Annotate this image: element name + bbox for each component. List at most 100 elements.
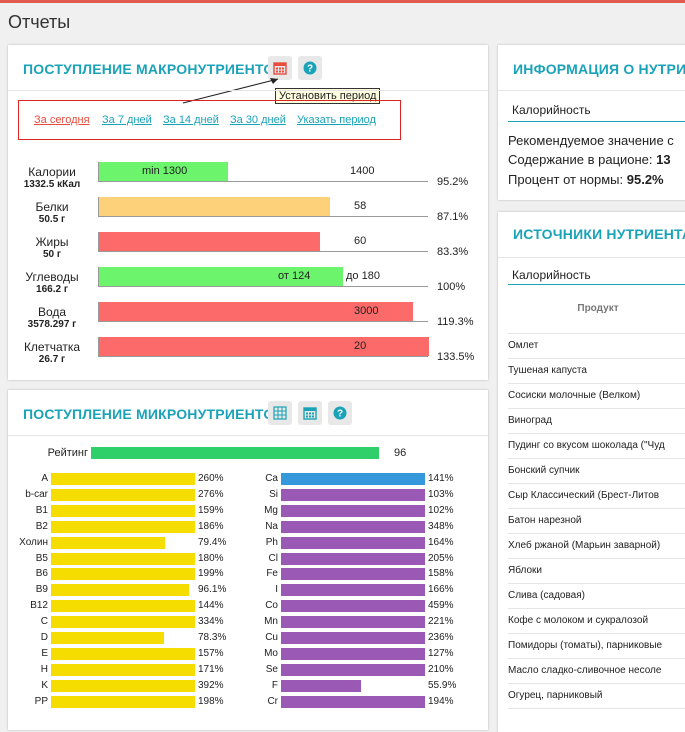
- sources-column-header[interactable]: Продукт: [577, 303, 619, 314]
- macro-axis: [98, 162, 99, 182]
- micro-right-bar: [281, 600, 425, 612]
- info-content: Содержание в рационе: 13: [508, 152, 671, 167]
- source-item-divider: [508, 608, 685, 609]
- macro-name: Калории: [28, 165, 76, 179]
- info-panel-title: ИНФОРМАЦИЯ О НУТРИЕН: [513, 61, 685, 77]
- micro-right-bar: [281, 632, 425, 644]
- macro-track: [98, 216, 428, 217]
- source-item[interactable]: Огурец, парниковый: [508, 690, 603, 701]
- macro-name: Белки: [35, 200, 69, 214]
- macro-axis: [98, 302, 99, 322]
- info-percent-value: 95.2%: [626, 172, 664, 187]
- source-item[interactable]: Хлеб ржаной (Марьин заварной): [508, 540, 661, 551]
- micro-left-pct: 198%: [198, 696, 224, 707]
- micro-left-pct: 171%: [198, 664, 224, 675]
- period-today-link[interactable]: За сегодня: [34, 114, 90, 126]
- micro-left-label: B5: [35, 553, 48, 564]
- help-button[interactable]: ?: [298, 56, 322, 80]
- micro-left-bar: [51, 489, 195, 501]
- micro-right-bar: [281, 489, 425, 501]
- micro-right-label: F: [271, 680, 278, 691]
- source-item[interactable]: Сосиски молочные (Велком): [508, 390, 641, 401]
- micro-left-pct: 79.4%: [198, 537, 227, 548]
- micro-left-bar: [51, 521, 195, 533]
- macro-bar: [99, 232, 320, 251]
- micro-left-label: Холин: [19, 537, 48, 548]
- source-item[interactable]: Батон нарезной: [508, 515, 582, 526]
- macro-bar: [99, 302, 413, 321]
- macro-percent: 119.3%: [437, 316, 474, 328]
- micro-header-divider: [8, 435, 488, 436]
- source-item[interactable]: Виноград: [508, 415, 552, 426]
- help-icon: ?: [303, 61, 317, 75]
- micro-left-pct: 392%: [198, 680, 224, 691]
- macro-value: 166.2 г: [36, 284, 68, 295]
- macro-min-label: min 1300: [142, 165, 188, 177]
- period-7-days-link[interactable]: За 7 дней: [102, 114, 152, 126]
- info-recommended: Рекомендуемое значение с: [508, 133, 674, 148]
- macro-value: 50.5 г: [38, 214, 66, 225]
- source-item[interactable]: Яблоки: [508, 565, 542, 576]
- micro-left-label: B1: [35, 505, 48, 516]
- micro-left-pct: 144%: [198, 600, 224, 611]
- micro-right-pct: 164%: [428, 537, 454, 548]
- macro-track: [98, 356, 428, 357]
- micro-right-pct: 348%: [428, 521, 454, 532]
- calendar-button[interactable]: [268, 56, 292, 80]
- micro-left-label: D: [40, 632, 48, 643]
- micro-left-bar: [51, 632, 164, 644]
- source-item[interactable]: Кофе с молоком и сукралозой: [508, 615, 649, 626]
- micro-right-bar: [281, 553, 425, 565]
- micro-right-bar: [281, 648, 425, 660]
- macro-value: 50 г: [42, 249, 62, 260]
- micro-right-bar: [281, 696, 425, 708]
- info-percent-label: Процент от нормы:: [508, 172, 624, 187]
- micro-right-bar: [281, 680, 361, 692]
- micro-right-label: Mg: [264, 505, 278, 516]
- micro-help-button[interactable]: ?: [328, 401, 352, 425]
- micro-left-bar: [51, 568, 195, 580]
- source-item[interactable]: Масло сладко-сливочное несоле: [508, 665, 662, 676]
- source-item[interactable]: Тушеная капуста: [508, 365, 587, 376]
- macro-percent: 95.2%: [437, 176, 469, 188]
- source-item-divider: [508, 533, 685, 534]
- macro-axis: [98, 267, 99, 287]
- micro-right-pct: 127%: [428, 648, 454, 659]
- micro-right-pct: 103%: [428, 489, 454, 500]
- source-item[interactable]: Бонский супчик: [508, 465, 580, 476]
- micro-right-pct: 210%: [428, 664, 454, 675]
- source-item[interactable]: Слива (садовая): [508, 590, 585, 601]
- micro-left-bar: [51, 473, 195, 485]
- rating-value: 96: [394, 447, 407, 459]
- macro-bar: [99, 162, 228, 181]
- svg-text:?: ?: [337, 409, 343, 420]
- macro-name: Вода: [37, 305, 67, 319]
- sources-panel-title: ИСТОЧНИКИ НУТРИЕНТА: [513, 226, 685, 242]
- micro-left-pct: 334%: [198, 616, 224, 627]
- micro-right-label: Se: [265, 664, 278, 675]
- source-item[interactable]: Помидоры (томаты), парниковые: [508, 640, 663, 651]
- micro-right-pct: 166%: [428, 584, 454, 595]
- help-icon: ?: [333, 406, 347, 420]
- period-14-days-link[interactable]: За 14 дней: [163, 114, 219, 126]
- source-item[interactable]: Омлет: [508, 340, 539, 351]
- micro-left-pct: 96.1%: [198, 584, 227, 595]
- period-30-days-link[interactable]: За 30 дней: [230, 114, 286, 126]
- micro-right-pct: 158%: [428, 568, 454, 579]
- source-item-divider: [508, 508, 685, 509]
- source-item[interactable]: Пудинг со вкусом шоколада ("Чуд: [508, 440, 665, 451]
- micro-left-bar: [51, 648, 195, 660]
- calendar-icon: [273, 62, 287, 75]
- sources-nutrient-underline: [508, 284, 685, 285]
- source-item[interactable]: Сыр Классический (Брест-Литов: [508, 490, 660, 501]
- micro-left-pct: 276%: [198, 489, 224, 500]
- period-custom-link[interactable]: Указать период: [297, 114, 376, 126]
- table-view-button[interactable]: [268, 401, 292, 425]
- macro-axis: [98, 232, 99, 252]
- macro-percent: 87.1%: [437, 211, 469, 223]
- source-item-divider: [508, 633, 685, 634]
- micro-left-bar: [51, 696, 195, 708]
- micro-calendar-button[interactable]: [298, 401, 322, 425]
- macro-value: 3578.297 г: [27, 319, 77, 330]
- macro-percent: 100%: [437, 281, 466, 293]
